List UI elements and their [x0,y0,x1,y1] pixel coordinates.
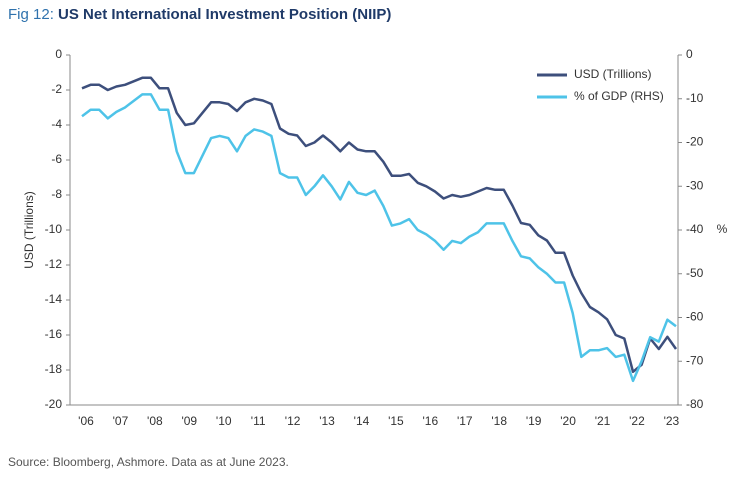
y2-tick-label: -10 [686,91,704,105]
x-tick-label: '10 [216,414,232,428]
y2-axis-label: % [717,222,728,236]
title-main: US Net International Investment Position… [58,6,392,23]
y2-tick-label: -80 [686,397,704,411]
series-line [81,76,678,374]
y2-tick-label: 0 [686,47,693,61]
x-tick-label: '17 [457,414,473,428]
x-tick-label: '16 [423,414,439,428]
x-tick-label: '08 [147,414,163,428]
x-tick-label: '09 [181,414,197,428]
chart-title: Fig 12: US Net International Investment … [8,6,391,23]
x-tick-label: '12 [285,414,301,428]
x-tick-label: '07 [113,414,129,428]
x-tick-label: '13 [319,414,335,428]
y-tick-label: 0 [55,47,62,61]
y-tick-label: -4 [51,117,62,131]
x-tick-label: '15 [388,414,404,428]
y-tick-label: -16 [45,327,63,341]
y2-tick-label: -50 [686,266,704,280]
y2-tick-label: -20 [686,135,704,149]
y-tick-label: -6 [51,152,62,166]
y2-tick-label: -30 [686,178,704,192]
y-axis-label: USD (Trillions) [22,191,36,269]
x-tick-label: '18 [491,414,507,428]
x-tick-label: '06 [78,414,94,428]
title-prefix: Fig 12: [8,6,54,23]
chart: USD (Trillions) % 0 -2 -4 -6 -8 -10 -12 -14 -16 -… [22,47,728,428]
y-tick-label: -10 [45,222,63,236]
x-tick-label: '20 [560,414,576,428]
series-line [81,93,677,383]
y-tick-label: -8 [51,187,62,201]
legend-label: % of GDP (RHS) [574,89,664,103]
x-tick-label: '23 [664,414,680,428]
source-note: Source: Bloomberg, Ashmore. Data as at J… [8,455,289,469]
legend-label: USD (Trillions) [574,67,652,81]
y2-tick-label: -40 [686,222,704,236]
y2-tick-label: -70 [686,353,704,367]
x-tick-label: '21 [595,414,611,428]
y-tick-label: -12 [45,257,63,271]
y-tick-label: -14 [45,292,63,306]
y2-tick-label: -60 [686,310,704,324]
y-tick-label: -2 [51,82,62,96]
x-tick-label: '14 [354,414,370,428]
y-tick-label: -20 [45,397,63,411]
x-tick-label: '22 [629,414,645,428]
y-tick-label: -18 [45,362,63,376]
x-tick-label: '11 [251,414,266,428]
x-tick-label: '19 [526,414,542,428]
